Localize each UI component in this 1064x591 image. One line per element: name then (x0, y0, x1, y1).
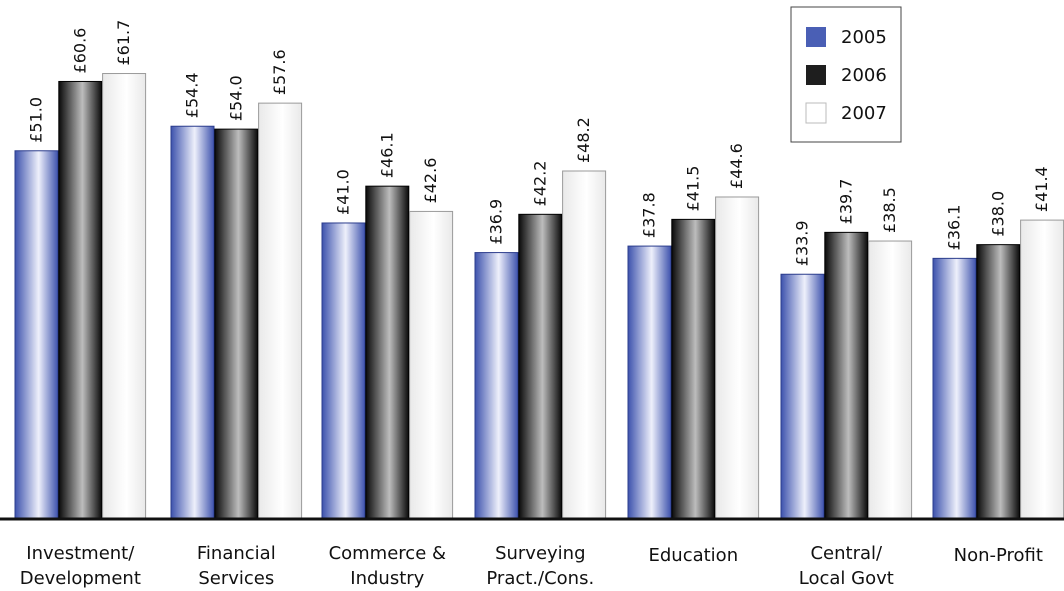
bar-2006-1 (214, 128, 259, 520)
value-label-2007-1: £57.6 (270, 49, 289, 95)
value-label-2005-6: £36.1 (945, 205, 964, 251)
bar-2007-4 (715, 196, 760, 520)
value-label-2005-5: £33.9 (793, 220, 812, 266)
value-label-2005-0: £51.0 (27, 97, 46, 143)
category-label-0-line-1: Development (20, 568, 141, 589)
category-label-4: Education (648, 545, 738, 566)
category-label-5-line-0: Central/ (810, 543, 883, 564)
category-label-3-line-1: Pract./Cons. (486, 568, 594, 589)
bar-2005-6 (932, 257, 977, 520)
value-label-2005-4: £37.8 (640, 192, 659, 238)
bar-2006-0 (58, 80, 103, 520)
bar-2006-2 (365, 185, 410, 520)
legend-swatch-2006 (806, 65, 826, 85)
bar-2007-2 (409, 210, 454, 520)
bar-2005-0 (14, 150, 59, 520)
bar-2007-0 (102, 73, 147, 520)
legend-label-2007: 2007 (841, 103, 887, 124)
category-labels-layer: Investment/Development Financial Services C… (20, 543, 1043, 589)
bar-2007-3 (562, 170, 607, 520)
category-label-1-line-1: Services (198, 568, 274, 589)
bar-2007-5 (868, 240, 913, 520)
value-label-2006-4: £41.5 (683, 166, 702, 212)
value-label-2005-1: £54.4 (183, 72, 202, 118)
value-label-2006-1: £54.0 (226, 75, 245, 121)
category-label-1-line-0: Financial (197, 543, 276, 564)
value-label-2006-3: £42.2 (530, 161, 549, 207)
category-label-0-line-0: Investment/ (26, 543, 135, 564)
value-label-2005-3: £36.9 (487, 199, 506, 245)
bar-2005-5 (780, 273, 825, 520)
category-label-5-line-1: Local Govt (799, 568, 894, 589)
value-label-2007-6: £41.4 (1032, 166, 1051, 212)
value-label-2007-3: £48.2 (574, 117, 593, 163)
bar-2005-4 (627, 245, 672, 520)
value-label-2006-5: £39.7 (836, 179, 855, 225)
bar-2006-3 (518, 213, 563, 520)
category-label-2-line-0: Commerce & (329, 543, 446, 564)
value-label-2007-0: £61.7 (114, 20, 133, 66)
value-label-2005-2: £41.0 (334, 169, 353, 215)
bar-2005-2 (321, 222, 366, 520)
bar-2007-6 (1020, 219, 1064, 520)
legend-label-2005: 2005 (841, 27, 887, 48)
category-label-6: Non-Profit (954, 545, 1043, 566)
legend-swatch-2005 (806, 27, 826, 47)
bar-2006-4 (671, 218, 716, 520)
value-label-2006-6: £38.0 (988, 191, 1007, 237)
category-label-2-line-1: Industry (350, 568, 424, 589)
bar-2005-1 (170, 125, 215, 520)
value-label-2007-4: £44.6 (727, 143, 746, 189)
value-label-2007-5: £38.5 (880, 187, 899, 233)
value-labels-layer: £51.0 £60.6 £61.7 £54.4 £54.0 £57.6 £41.0 £46.1… (27, 20, 1052, 267)
bar-2006-6 (976, 244, 1021, 520)
bar-2007-1 (258, 102, 303, 520)
value-label-2006-2: £46.1 (377, 132, 396, 178)
bar-2005-3 (474, 252, 519, 520)
category-label-3-line-0: Surveying (495, 543, 585, 564)
bar-2006-5 (824, 231, 869, 520)
value-label-2007-2: £42.6 (421, 158, 440, 204)
value-label-2006-0: £60.6 (70, 28, 89, 74)
bars-layer (14, 73, 1064, 520)
legend-swatch-2007 (805, 102, 827, 124)
legend: 2005 2006 2007 (790, 6, 902, 143)
legend-label-2006: 2006 (841, 65, 887, 86)
